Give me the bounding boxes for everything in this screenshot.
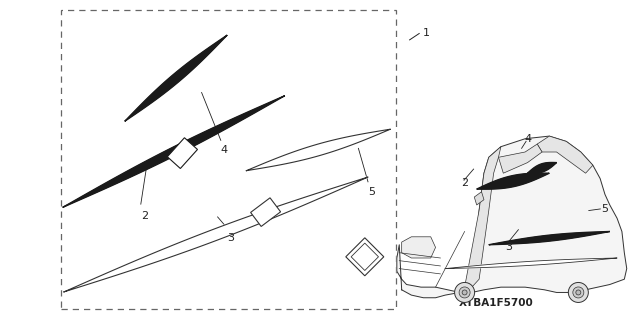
Text: 3: 3 [227, 233, 234, 243]
FancyBboxPatch shape [251, 198, 280, 226]
Circle shape [454, 282, 475, 302]
Polygon shape [474, 192, 484, 205]
Text: 5: 5 [368, 187, 375, 197]
FancyBboxPatch shape [351, 243, 378, 271]
Text: 2: 2 [141, 211, 148, 220]
FancyBboxPatch shape [167, 138, 198, 168]
Text: 4: 4 [221, 145, 228, 155]
Polygon shape [246, 129, 390, 171]
Text: 4: 4 [525, 134, 532, 144]
Polygon shape [445, 258, 617, 269]
Polygon shape [397, 136, 627, 298]
Text: 2: 2 [461, 178, 468, 189]
Polygon shape [465, 147, 501, 287]
Polygon shape [537, 136, 593, 173]
Polygon shape [489, 232, 610, 245]
Polygon shape [402, 237, 436, 258]
Circle shape [573, 287, 584, 298]
Polygon shape [477, 173, 549, 189]
Polygon shape [125, 35, 227, 121]
FancyBboxPatch shape [346, 238, 384, 276]
Circle shape [576, 290, 581, 295]
Polygon shape [64, 177, 368, 292]
Circle shape [459, 287, 470, 298]
Polygon shape [527, 162, 557, 173]
Circle shape [568, 282, 588, 302]
Text: XTBA1F5700: XTBA1F5700 [459, 298, 533, 308]
Polygon shape [499, 144, 542, 173]
Text: 5: 5 [602, 204, 609, 214]
Polygon shape [63, 96, 285, 207]
Text: 1: 1 [422, 28, 429, 39]
Circle shape [462, 290, 467, 295]
Text: 3: 3 [506, 242, 513, 252]
